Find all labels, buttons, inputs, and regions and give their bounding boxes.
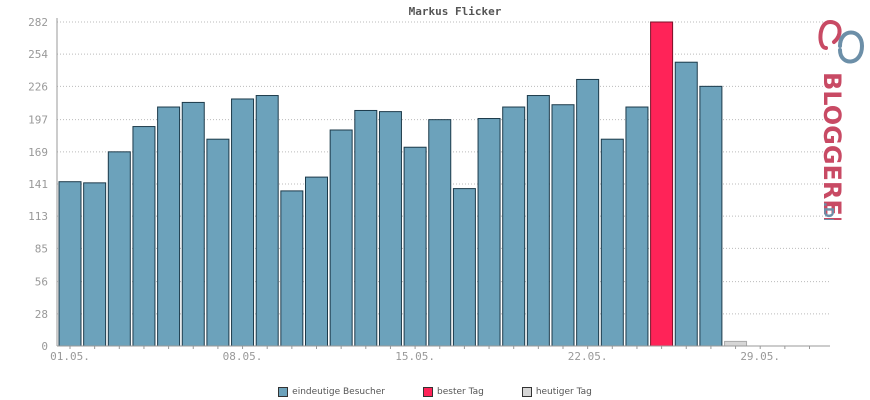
logo-icon — [818, 19, 865, 64]
legend-swatch-visitors — [278, 387, 289, 397]
bar — [551, 104, 575, 347]
y-tick-label: 85 — [35, 242, 48, 255]
x-tick-label: 22.05. — [568, 350, 608, 363]
bars — [58, 21, 748, 347]
legend-label-visitors: eindeutige Besucher — [292, 387, 385, 397]
y-tick-label: 226 — [28, 80, 48, 93]
x-tick-label: 29.05. — [740, 350, 780, 363]
bar — [452, 188, 476, 347]
bar — [181, 101, 205, 347]
logo-text: BLOGGEREI — [818, 72, 846, 220]
y-tick-label: 254 — [28, 48, 48, 61]
legend: eindeutige Besucher bester Tag heutiger … — [0, 384, 870, 400]
logo-suffix: .DE — [820, 202, 835, 220]
y-tick-label: 282 — [28, 16, 48, 29]
bar — [255, 95, 279, 347]
y-tick-label: 28 — [35, 308, 48, 321]
bar — [231, 98, 255, 347]
bar — [378, 111, 402, 347]
bar — [526, 95, 550, 347]
x-tick-label: 01.05. — [50, 350, 90, 363]
bar — [403, 146, 427, 347]
axes: 0 28 56 85 113 141 169 197 226 254 282 01.05. 08.05.… — [28, 16, 830, 363]
x-tick-label: 15.05. — [395, 350, 435, 363]
x-tick-label: 08.05. — [223, 350, 263, 363]
bar — [157, 106, 181, 347]
legend-label-today: heutiger Tag — [535, 387, 592, 397]
y-tick-label: 56 — [35, 276, 48, 289]
bar — [58, 181, 82, 347]
bar-chart: Markus Flicker 0 28 56 85 113 141 169 197 226 254… — [28, 5, 830, 363]
bar — [354, 109, 378, 347]
legend-swatch-best — [423, 387, 433, 397]
bar — [502, 106, 526, 347]
legend-item-today: heutiger Tag — [521, 384, 592, 400]
bar — [674, 61, 698, 347]
bloggerei-logo: BLOGGEREI .DE — [812, 19, 868, 227]
bar — [206, 138, 230, 347]
y-tick-label: 113 — [28, 210, 48, 223]
bar — [107, 151, 131, 347]
legend-item-visitors: eindeutige Besucher — [278, 384, 385, 400]
bar — [132, 126, 156, 347]
legend-swatch-today — [521, 387, 532, 397]
bar — [625, 106, 649, 347]
bar — [83, 182, 107, 347]
bar-best-day — [650, 21, 674, 347]
y-tick-label: 169 — [28, 146, 48, 159]
bar — [280, 190, 304, 347]
legend-label-best: bester Tag — [437, 387, 484, 397]
bar — [477, 118, 501, 347]
bar — [305, 176, 328, 347]
chart-title: Markus Flicker — [409, 5, 502, 18]
legend-item-best: bester Tag — [423, 384, 484, 400]
bar — [428, 119, 452, 347]
bar — [329, 129, 353, 347]
y-tick-label: 0 — [41, 340, 48, 353]
bar-today — [724, 340, 748, 347]
y-tick-label: 197 — [28, 114, 48, 127]
bar — [699, 85, 723, 347]
y-tick-label: 141 — [28, 178, 48, 191]
bar — [576, 78, 600, 347]
bar — [600, 138, 624, 347]
